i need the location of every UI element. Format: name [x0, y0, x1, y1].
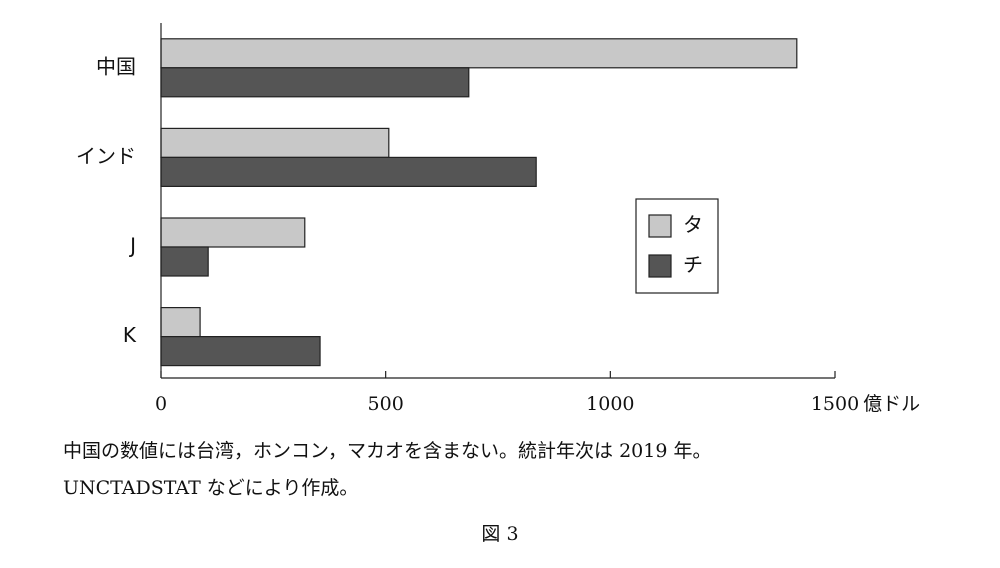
y-tick-label: J	[128, 234, 136, 258]
legend-swatch	[648, 254, 672, 278]
bar	[160, 67, 470, 98]
x-tick-label: 1000	[586, 393, 634, 415]
bar	[160, 336, 321, 367]
legend-label: チ	[683, 253, 703, 277]
y-tick-label: K	[123, 323, 137, 347]
x-axis-label: 億ドル	[863, 393, 920, 415]
y-tick-label: 中国	[96, 54, 136, 78]
note: 中国の数値には台湾，ホンコン，マカオを含まない。統計年次は 2019 年。	[63, 440, 712, 462]
legend-box	[635, 198, 719, 294]
bar	[160, 38, 798, 69]
note: UNCTADSTAT などにより作成。	[63, 477, 358, 499]
bar	[160, 127, 390, 158]
bar	[160, 156, 537, 187]
x-tick-label: 500	[368, 393, 404, 415]
y-tick-label: インド	[76, 144, 136, 168]
legend-swatch	[648, 214, 672, 238]
legend-label: タ	[683, 213, 703, 237]
caption: 図 3	[481, 523, 518, 545]
bar	[160, 217, 306, 248]
x-tick-label: 0	[155, 393, 167, 415]
bar	[160, 307, 201, 338]
bar	[160, 246, 209, 277]
x-tick-label: 1500	[811, 393, 859, 415]
